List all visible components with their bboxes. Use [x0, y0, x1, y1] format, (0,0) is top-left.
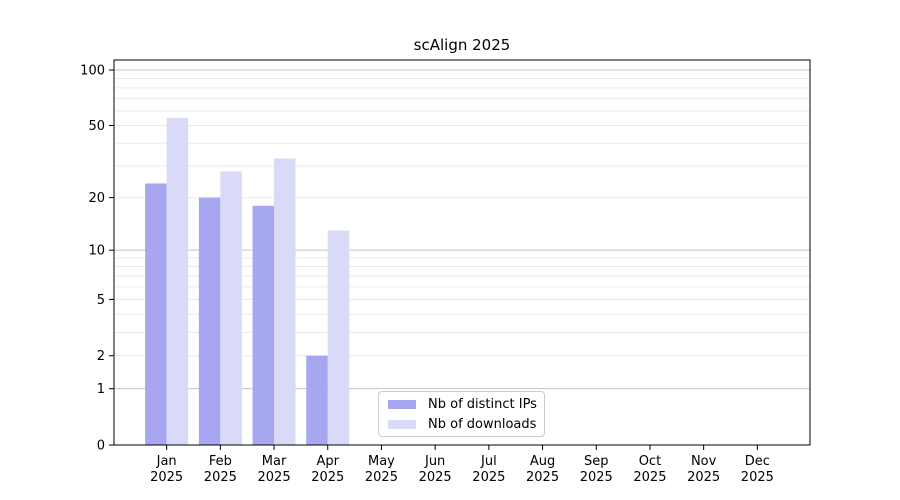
bar-downloads-apr: [327, 230, 350, 445]
bar-downloads-mar: [274, 158, 296, 446]
x-tick-label-month: Mar: [262, 454, 287, 469]
x-tick-label-year: 2025: [150, 470, 183, 485]
x-tick-label-year: 2025: [365, 470, 398, 485]
bar-downloads-feb: [220, 171, 242, 446]
x-tick-label-month: Apr: [317, 454, 340, 469]
x-tick-label-month: Jan: [156, 454, 177, 469]
x-tick-label-year: 2025: [472, 470, 505, 485]
x-tick-label-month: Feb: [209, 454, 232, 469]
legend-label-downloads: Nb of downloads: [428, 416, 537, 432]
y-tick-label: 50: [88, 119, 105, 134]
legend: Nb of distinct IPs Nb of downloads: [378, 391, 545, 437]
plot-frame: [113, 59, 811, 446]
y-tick-label: 5: [97, 293, 105, 308]
bar-distinct-ips-mar: [252, 205, 275, 445]
legend-item-downloads: Nb of downloads: [388, 416, 537, 432]
x-tick-label-year: 2025: [258, 470, 291, 485]
x-tick-label-year: 2025: [741, 470, 774, 485]
x-tick-label-year: 2025: [204, 470, 237, 485]
x-tick-label-month: Jul: [480, 454, 497, 469]
x-tick-label-year: 2025: [687, 470, 720, 485]
y-tick-label: 2: [97, 349, 105, 364]
y-tick-label: 0: [97, 439, 105, 454]
x-tick-label-month: Oct: [639, 454, 661, 469]
chart-title: scAlign 2025: [413, 36, 511, 54]
x-tick-label-year: 2025: [526, 470, 559, 485]
legend-item-distinct-ips: Nb of distinct IPs: [388, 396, 537, 412]
y-tick-label: 10: [88, 244, 105, 259]
x-tick-label-month: Nov: [691, 454, 717, 469]
legend-label-distinct-ips: Nb of distinct IPs: [428, 396, 537, 412]
x-tick-label-year: 2025: [580, 470, 613, 485]
x-tick-label-month: Jun: [424, 454, 445, 469]
x-tick-label-month: Sep: [584, 454, 609, 469]
y-tick-label: 100: [80, 64, 105, 79]
x-tick-label-year: 2025: [633, 470, 666, 485]
distinct-ips-swatch-icon: [388, 399, 416, 409]
bar-distinct-ips-jan: [145, 183, 167, 446]
y-tick-label: 1: [97, 382, 105, 397]
y-tick-label: 20: [88, 191, 105, 206]
bar-distinct-ips-feb: [198, 197, 221, 445]
x-tick-label-month: Dec: [745, 454, 770, 469]
x-tick-label-month: Aug: [530, 454, 555, 469]
x-tick-label-year: 2025: [311, 470, 344, 485]
bar-distinct-ips-apr: [306, 355, 328, 445]
x-tick-label-year: 2025: [419, 470, 452, 485]
x-tick-label-month: May: [368, 454, 395, 469]
bar-downloads-jan: [166, 117, 189, 446]
downloads-swatch-icon: [388, 419, 416, 429]
